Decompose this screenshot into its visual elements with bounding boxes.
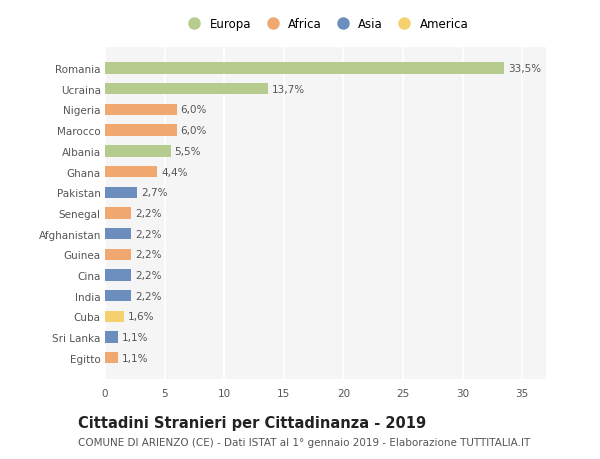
Bar	[105, 270, 131, 281]
Text: 2,2%: 2,2%	[135, 208, 161, 218]
Bar	[105, 332, 118, 343]
Text: 2,2%: 2,2%	[135, 229, 161, 239]
Bar	[105, 125, 176, 136]
Text: 4,4%: 4,4%	[161, 167, 188, 177]
Text: COMUNE DI ARIENZO (CE) - Dati ISTAT al 1° gennaio 2019 - Elaborazione TUTTITALIA: COMUNE DI ARIENZO (CE) - Dati ISTAT al 1…	[78, 437, 530, 447]
Text: Cittadini Stranieri per Cittadinanza - 2019: Cittadini Stranieri per Cittadinanza - 2…	[78, 415, 426, 431]
Text: 2,2%: 2,2%	[135, 291, 161, 301]
Text: 6,0%: 6,0%	[180, 126, 206, 136]
Text: 6,0%: 6,0%	[180, 105, 206, 115]
Text: 2,7%: 2,7%	[141, 188, 167, 198]
Bar	[105, 84, 268, 95]
Text: 5,5%: 5,5%	[174, 146, 200, 157]
Text: 1,6%: 1,6%	[128, 312, 154, 322]
Bar	[105, 291, 131, 302]
Text: 13,7%: 13,7%	[272, 84, 305, 95]
Bar	[105, 105, 176, 116]
Bar	[105, 229, 131, 240]
Text: 1,1%: 1,1%	[122, 332, 148, 342]
Legend: Europa, Africa, Asia, America: Europa, Africa, Asia, America	[182, 18, 469, 31]
Bar	[105, 353, 118, 364]
Bar	[105, 311, 124, 322]
Bar	[105, 63, 504, 74]
Text: 33,5%: 33,5%	[508, 64, 541, 74]
Bar	[105, 146, 170, 157]
Bar	[105, 208, 131, 219]
Text: 2,2%: 2,2%	[135, 270, 161, 280]
Text: 2,2%: 2,2%	[135, 250, 161, 260]
Text: 1,1%: 1,1%	[122, 353, 148, 363]
Bar	[105, 249, 131, 260]
Bar	[105, 167, 157, 178]
Bar	[105, 187, 137, 198]
